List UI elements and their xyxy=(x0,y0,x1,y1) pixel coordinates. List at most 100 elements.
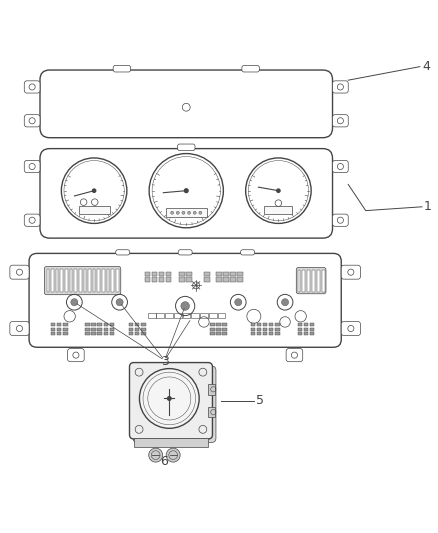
Bar xyxy=(57,332,61,335)
Bar xyxy=(223,328,227,330)
Bar xyxy=(216,277,222,281)
Bar xyxy=(111,269,114,292)
Bar xyxy=(104,332,108,335)
Bar xyxy=(145,277,150,281)
Bar xyxy=(204,271,209,276)
Bar xyxy=(98,332,102,335)
Bar xyxy=(297,332,302,335)
Bar xyxy=(156,313,164,318)
FancyBboxPatch shape xyxy=(29,253,341,348)
Bar xyxy=(85,324,90,326)
Bar xyxy=(210,328,215,330)
FancyBboxPatch shape xyxy=(113,66,131,72)
Bar xyxy=(307,270,310,292)
Bar xyxy=(310,332,314,335)
Bar xyxy=(216,328,221,330)
Bar xyxy=(297,324,302,326)
Bar xyxy=(304,328,308,330)
Bar xyxy=(165,313,173,318)
Bar xyxy=(74,269,77,292)
Bar xyxy=(204,277,209,281)
Bar xyxy=(159,271,164,276)
Bar xyxy=(129,328,133,330)
FancyBboxPatch shape xyxy=(332,115,348,127)
Bar xyxy=(166,277,171,281)
FancyBboxPatch shape xyxy=(24,214,40,227)
FancyBboxPatch shape xyxy=(242,66,259,72)
Text: 6: 6 xyxy=(160,455,168,468)
FancyBboxPatch shape xyxy=(10,321,29,335)
Bar xyxy=(92,328,96,330)
Bar xyxy=(63,332,67,335)
Bar xyxy=(186,277,191,281)
Bar xyxy=(84,269,86,292)
FancyBboxPatch shape xyxy=(40,70,332,138)
Circle shape xyxy=(181,302,190,310)
FancyBboxPatch shape xyxy=(332,214,348,227)
Bar xyxy=(134,438,208,447)
Circle shape xyxy=(149,448,162,462)
FancyBboxPatch shape xyxy=(341,321,360,335)
Bar xyxy=(257,332,261,335)
Bar xyxy=(166,271,171,276)
Bar xyxy=(257,328,261,330)
Circle shape xyxy=(92,189,96,192)
Bar xyxy=(210,332,215,335)
Bar xyxy=(141,324,145,326)
Circle shape xyxy=(282,298,289,306)
FancyBboxPatch shape xyxy=(116,250,130,255)
Bar xyxy=(104,324,108,326)
Bar xyxy=(63,328,67,330)
Circle shape xyxy=(184,189,188,192)
Bar xyxy=(88,269,91,292)
Bar xyxy=(92,324,96,326)
Bar xyxy=(200,313,208,318)
Text: 1: 1 xyxy=(424,200,431,213)
Bar xyxy=(223,271,229,276)
Circle shape xyxy=(71,298,78,306)
Bar xyxy=(51,324,55,326)
FancyBboxPatch shape xyxy=(177,144,195,151)
FancyBboxPatch shape xyxy=(24,81,40,93)
Bar xyxy=(104,328,108,330)
FancyBboxPatch shape xyxy=(44,266,121,295)
Bar xyxy=(257,324,261,326)
Bar xyxy=(85,328,90,330)
Bar xyxy=(186,271,191,276)
FancyBboxPatch shape xyxy=(332,81,348,93)
Bar xyxy=(51,328,55,330)
Bar xyxy=(60,269,63,292)
Bar xyxy=(174,313,182,318)
Bar xyxy=(78,206,110,214)
FancyBboxPatch shape xyxy=(332,160,348,173)
Bar xyxy=(135,332,139,335)
Bar xyxy=(135,324,139,326)
Bar xyxy=(310,324,314,326)
Bar xyxy=(251,324,255,326)
Bar xyxy=(51,332,55,335)
Bar xyxy=(303,270,305,292)
Circle shape xyxy=(235,298,242,306)
FancyBboxPatch shape xyxy=(67,349,84,362)
Circle shape xyxy=(116,298,123,306)
Bar xyxy=(230,271,236,276)
Bar xyxy=(148,313,155,318)
Circle shape xyxy=(277,189,280,192)
Bar xyxy=(312,270,315,292)
Bar xyxy=(141,328,145,330)
Bar xyxy=(218,313,226,318)
Text: 5: 5 xyxy=(256,394,264,407)
Bar xyxy=(251,328,255,330)
Circle shape xyxy=(139,369,199,429)
FancyBboxPatch shape xyxy=(341,265,360,279)
FancyBboxPatch shape xyxy=(178,250,192,255)
Bar xyxy=(110,332,114,335)
Bar xyxy=(265,206,292,214)
Bar xyxy=(317,270,320,292)
FancyBboxPatch shape xyxy=(10,265,29,279)
FancyBboxPatch shape xyxy=(296,268,326,294)
Bar xyxy=(210,324,215,326)
FancyBboxPatch shape xyxy=(240,250,254,255)
Bar xyxy=(209,313,217,318)
FancyBboxPatch shape xyxy=(286,349,303,362)
